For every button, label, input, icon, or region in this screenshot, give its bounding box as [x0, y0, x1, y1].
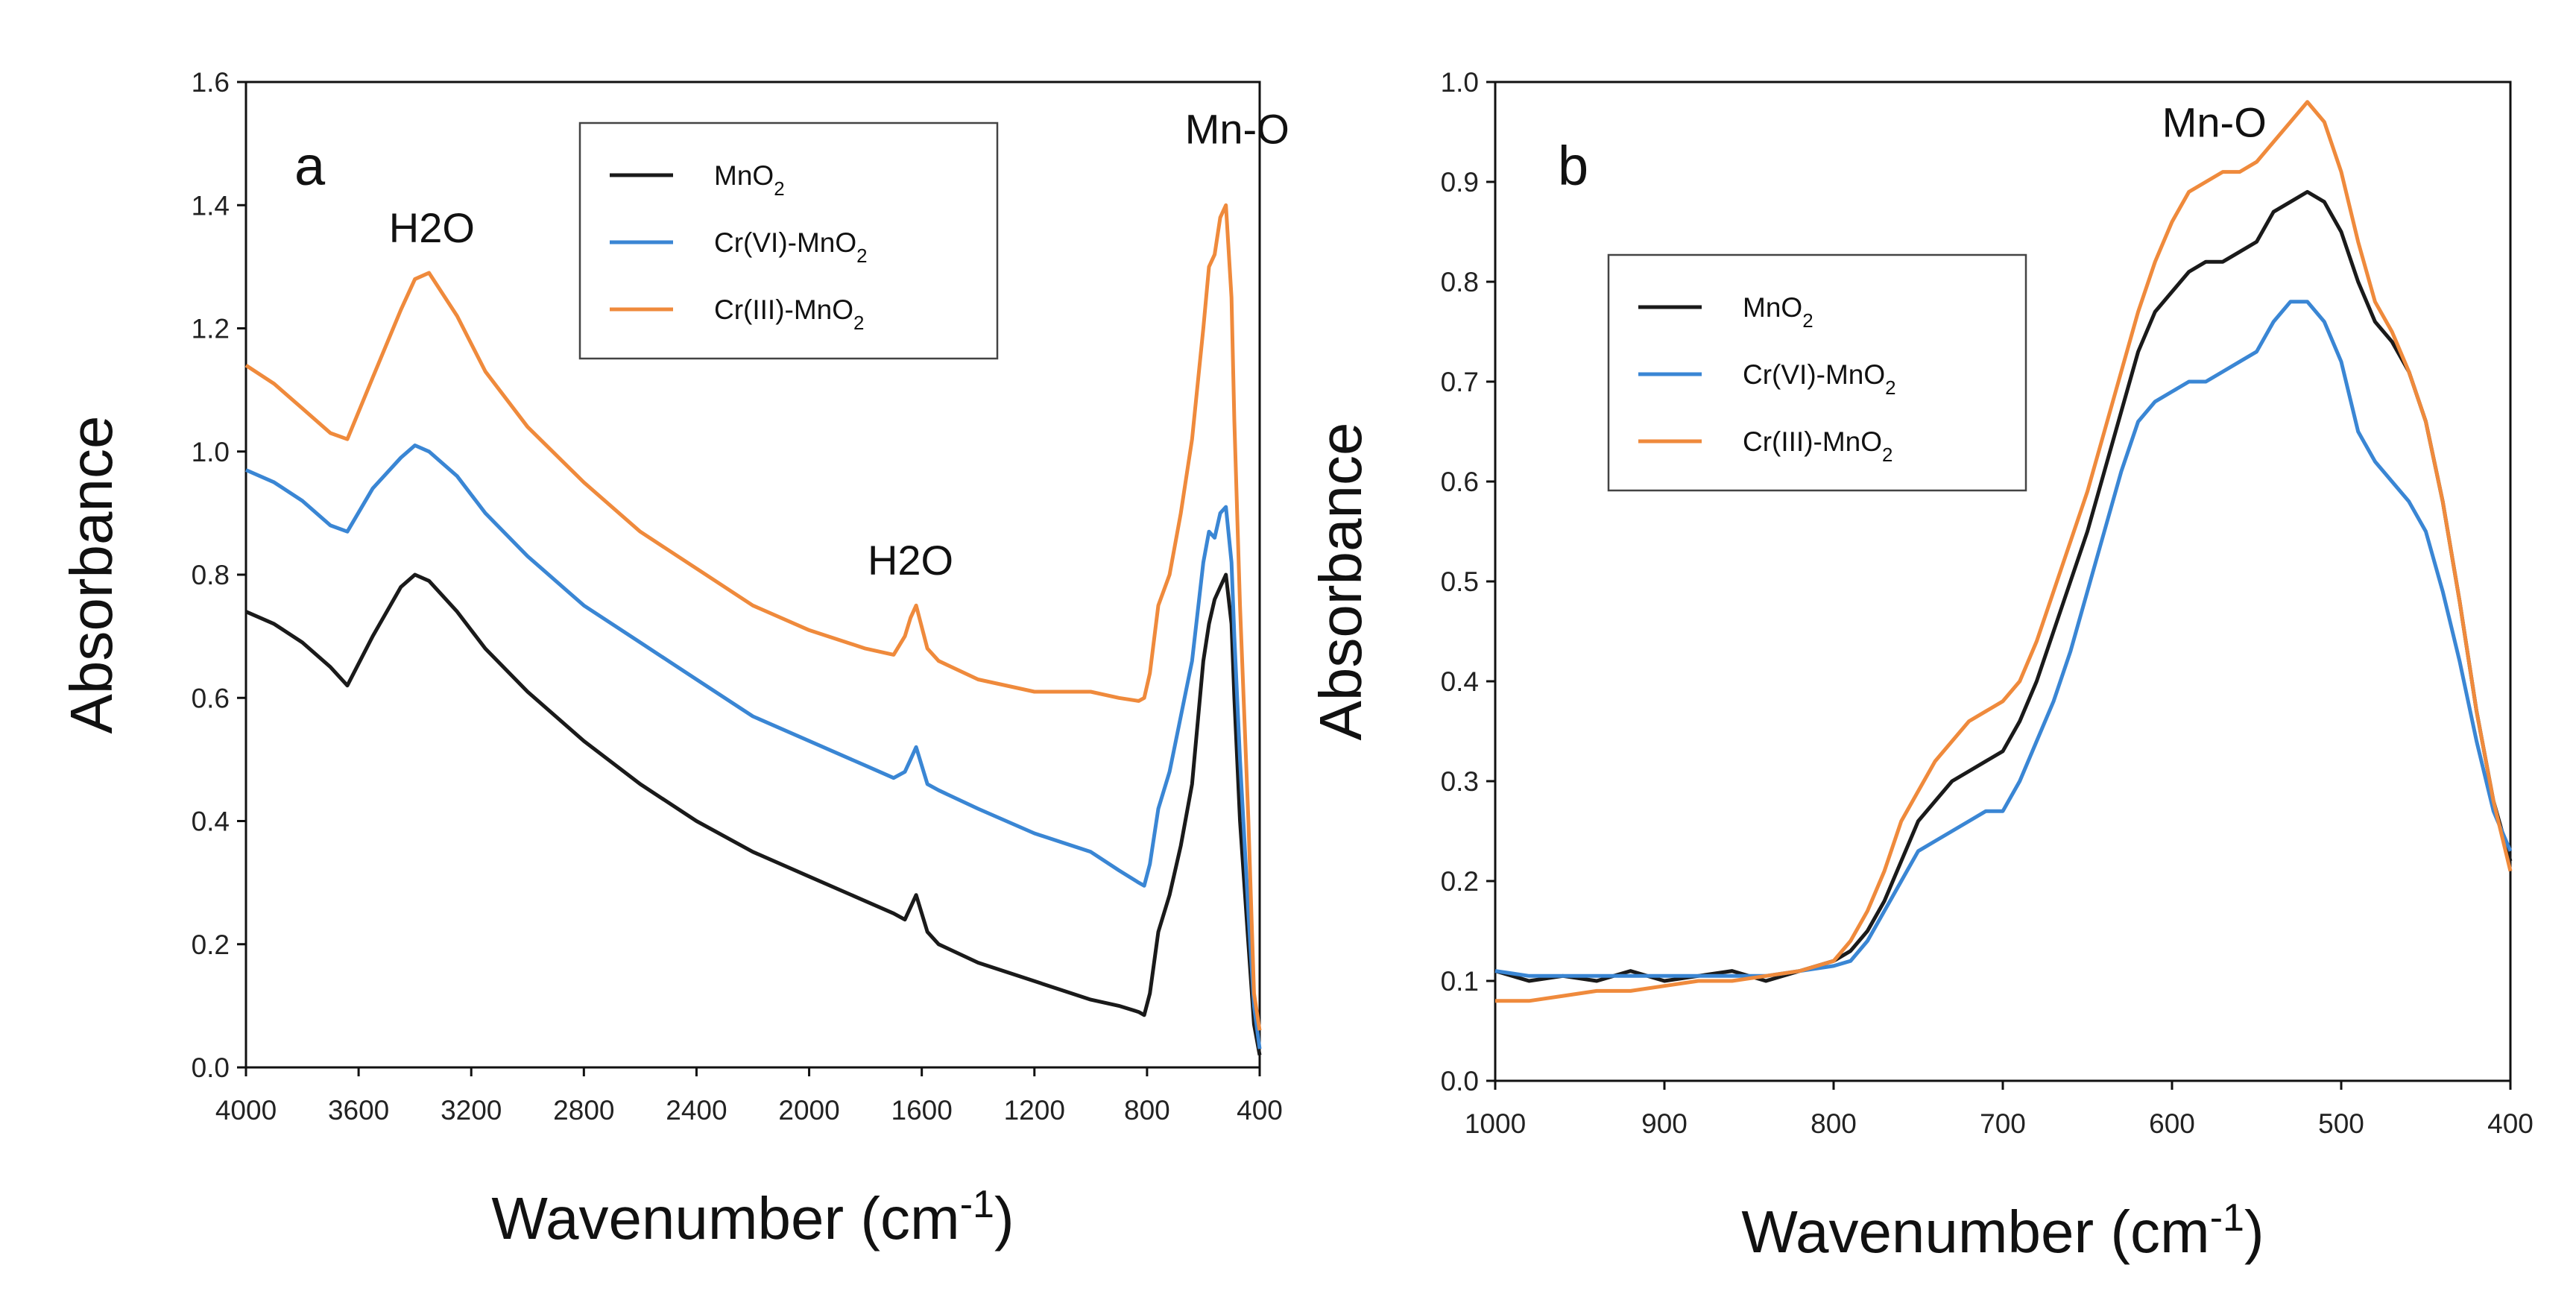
- legend: MnO2 Cr(VI)-MnO2 Cr(III)-MnO2: [1607, 253, 2027, 492]
- series-line-criii-mno2: [1495, 100, 2513, 1003]
- x-tick-label: 1600: [891, 1095, 953, 1126]
- y-tick-label: 1.6: [192, 67, 230, 98]
- y-tick-label: 1.4: [192, 190, 230, 221]
- legend-entry: Cr(VI)-MnO2: [714, 227, 868, 267]
- y-tick-label: 0.9: [1441, 167, 1479, 198]
- y-tick-label: 0.2: [192, 930, 230, 960]
- y-axis-title: Absorbance: [1307, 423, 1374, 741]
- y-tick-label: 0.7: [1441, 367, 1479, 397]
- y-tick-label: 0.0: [192, 1052, 230, 1083]
- chart-panel-a: 0.0 0.2 0.4 0.6 0.8 1.0 1.2 1.4 1.6 4000 3600 3200 2…: [58, 67, 1289, 1252]
- annotation-label: Mn-O: [2162, 99, 2267, 146]
- x-tick-label: 2800: [553, 1095, 614, 1126]
- y-axis-title: Absorbance: [58, 416, 124, 734]
- x-tick-label: 900: [1641, 1108, 1688, 1139]
- series-line-crvi-mno2: [244, 444, 1262, 1050]
- chart-panel-b: 0.0 0.1 0.2 0.3 0.4 0.5 0.6 0.7 0.8 0.9 1.0 1000 900…: [1307, 67, 2534, 1265]
- y-tick-label: 1.0: [192, 437, 230, 467]
- y-tick-label: 0.2: [1441, 866, 1479, 897]
- x-tick-label: 1000: [1465, 1108, 1526, 1139]
- annotation-label: H2O: [389, 204, 475, 251]
- y-tick-label: 0.6: [1441, 467, 1479, 497]
- series-line-mno2: [244, 572, 1262, 1055]
- y-tick-label: 0.5: [1441, 566, 1479, 597]
- x-tick-label: 600: [2149, 1108, 2195, 1139]
- panel-letter: b: [1558, 135, 1588, 197]
- x-tick-label: 700: [1980, 1108, 2026, 1139]
- y-tick-label: 0.8: [192, 560, 230, 590]
- plot-frame: [1494, 81, 2512, 1082]
- panel-letter: a: [294, 135, 326, 197]
- x-tick-label: 800: [1811, 1108, 1857, 1139]
- y-tick-label: 1.2: [192, 314, 230, 344]
- x-tick-label: 1200: [1004, 1095, 1065, 1126]
- y-tick-label: 0.4: [192, 807, 230, 837]
- y-tick-label: 0.0: [1441, 1066, 1479, 1096]
- x-tick-label: 800: [1124, 1095, 1170, 1126]
- y-tick-label: 0.4: [1441, 666, 1479, 697]
- x-tick-label: 400: [2487, 1108, 2534, 1139]
- legend-entry: MnO2: [1743, 292, 1813, 332]
- x-tick-label: 2000: [778, 1095, 839, 1126]
- annotation-label: Mn-O: [1185, 106, 1289, 153]
- x-tick-label: 3600: [328, 1095, 389, 1126]
- legend-entry: Cr(VI)-MnO2: [1743, 359, 1896, 399]
- x-tick-label: 2400: [666, 1095, 727, 1126]
- series-line-mno2: [1494, 189, 2513, 983]
- y-tick-label: 0.3: [1441, 766, 1479, 797]
- annotation-label: H2O: [868, 537, 953, 584]
- x-axis-title: Wavenumber (cm-1): [491, 1183, 1014, 1252]
- legend: MnO2 Cr(VI)-MnO2 Cr(III)-MnO2: [578, 121, 999, 360]
- legend-entry: Cr(III)-MnO2: [714, 294, 864, 334]
- x-tick-label: 4000: [215, 1095, 277, 1126]
- legend-entry: MnO2: [714, 160, 785, 200]
- y-tick-label: 0.8: [1441, 267, 1479, 297]
- x-tick-label: 500: [2318, 1108, 2364, 1139]
- x-tick-label: 400: [1237, 1095, 1283, 1126]
- series-line-criii-mno2: [244, 203, 1262, 1031]
- x-axis-title: Wavenumber (cm-1): [1741, 1196, 2264, 1265]
- y-tick-label: 1.0: [1441, 67, 1479, 98]
- y-tick-label: 0.6: [192, 683, 230, 713]
- legend-entry: Cr(III)-MnO2: [1743, 426, 1892, 466]
- y-tick-label: 0.1: [1441, 966, 1479, 997]
- x-tick-label: 3200: [441, 1095, 502, 1126]
